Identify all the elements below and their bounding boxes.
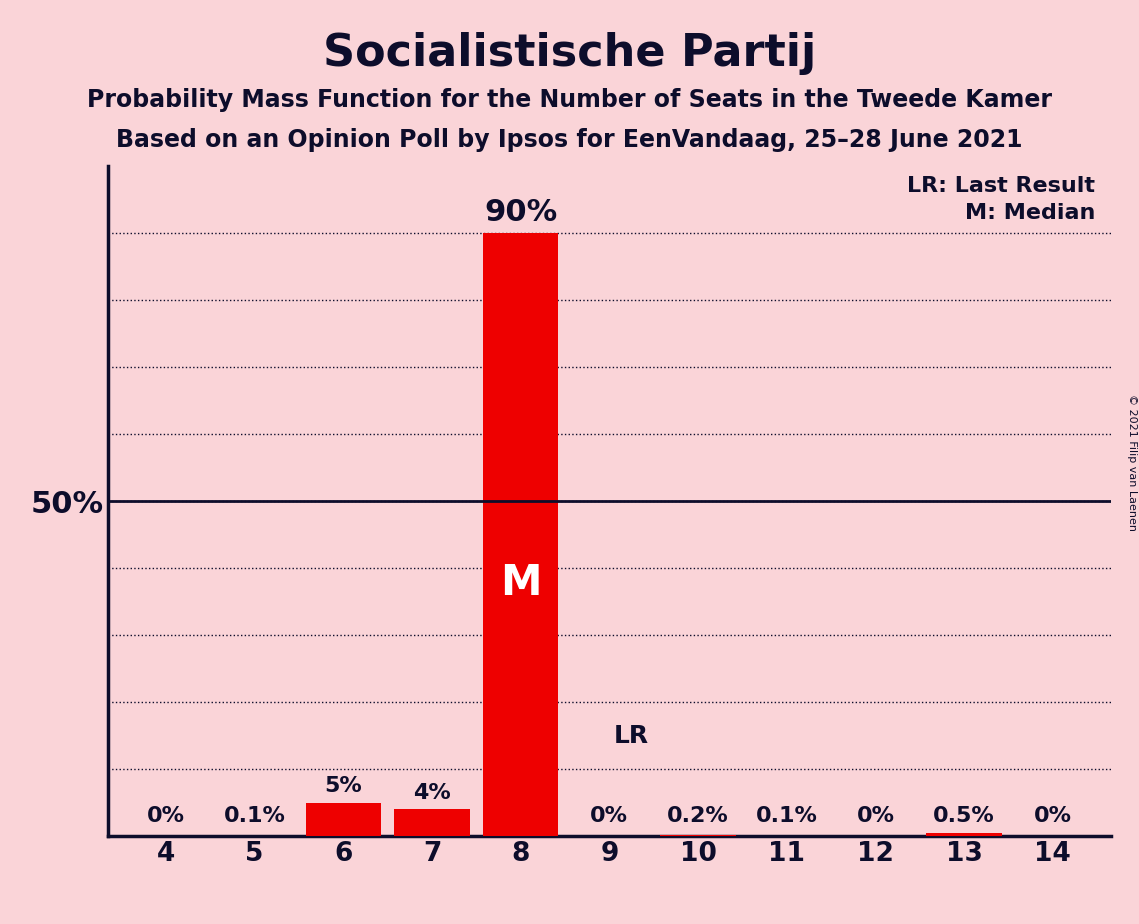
Text: 0.2%: 0.2% [667, 806, 729, 826]
Text: Probability Mass Function for the Number of Seats in the Tweede Kamer: Probability Mass Function for the Number… [87, 88, 1052, 112]
Text: 4%: 4% [413, 783, 451, 803]
Text: © 2021 Filip van Laenen: © 2021 Filip van Laenen [1126, 394, 1137, 530]
Text: LR: LR [614, 723, 649, 748]
Text: M: M [500, 562, 541, 604]
Text: 0.5%: 0.5% [933, 806, 995, 826]
Text: 0.1%: 0.1% [223, 806, 286, 826]
Bar [661, 835, 736, 836]
Text: Based on an Opinion Poll by Ipsos for EenVandaag, 25–28 June 2021: Based on an Opinion Poll by Ipsos for Ee… [116, 128, 1023, 152]
Text: Socialistische Partij: Socialistische Partij [322, 32, 817, 76]
Text: 0%: 0% [590, 806, 629, 826]
Bar [394, 809, 469, 836]
Bar [305, 803, 380, 836]
Bar [926, 833, 1002, 836]
Text: 0%: 0% [147, 806, 185, 826]
Text: LR: Last Result: LR: Last Result [908, 176, 1096, 197]
Text: 90%: 90% [484, 198, 557, 226]
Text: M: Median: M: Median [965, 203, 1096, 224]
Text: 0.1%: 0.1% [756, 806, 818, 826]
Text: 0%: 0% [857, 806, 894, 826]
Text: 0%: 0% [1034, 806, 1072, 826]
Bar [483, 234, 558, 836]
Text: 5%: 5% [325, 776, 362, 796]
